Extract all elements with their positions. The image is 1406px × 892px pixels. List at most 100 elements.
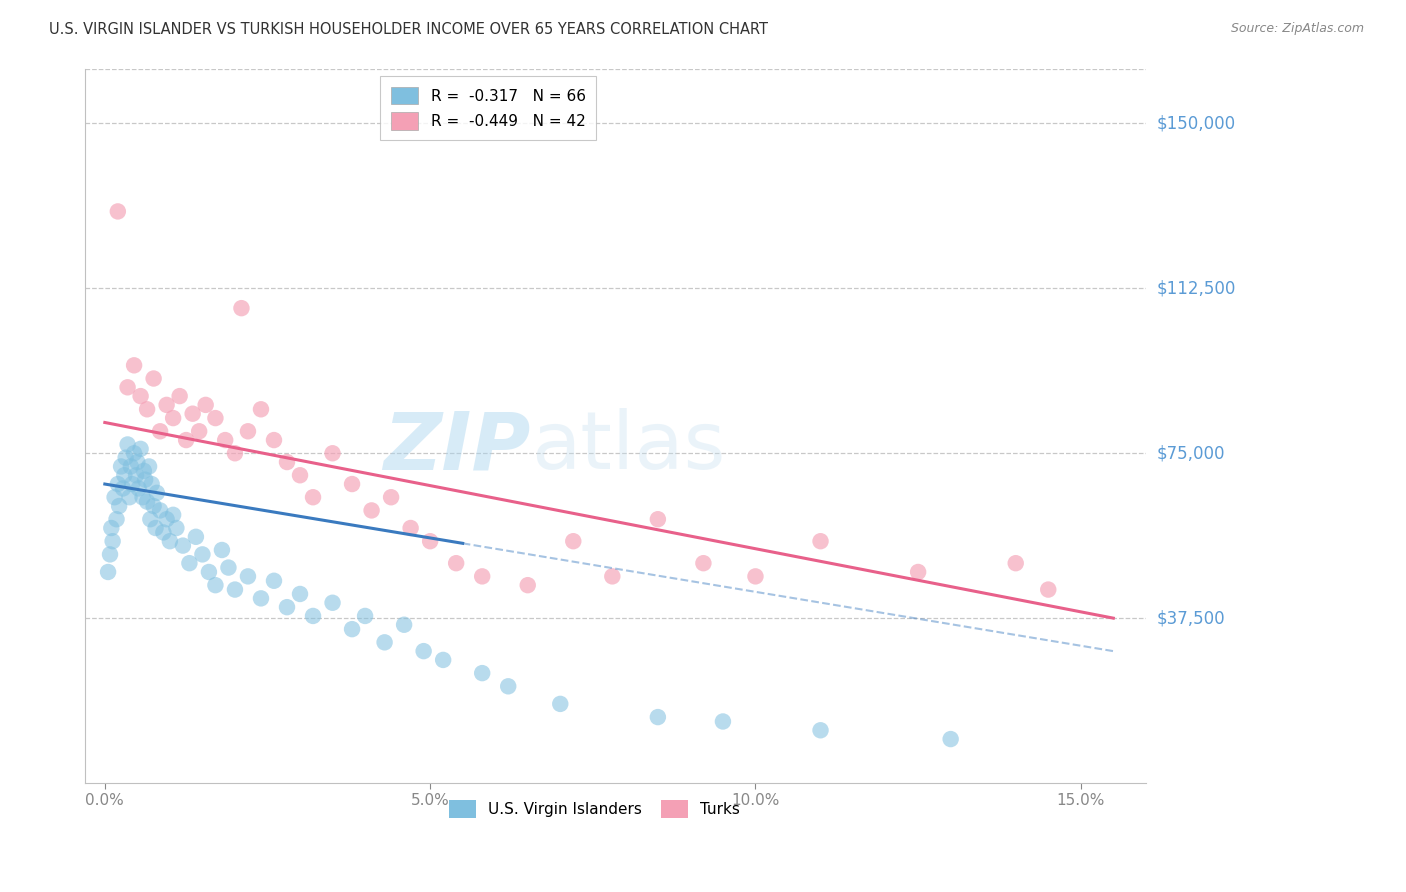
Point [172, 539, 194, 553]
Point [907, 565, 929, 579]
Point [165, 521, 187, 535]
Legend: U.S. Virgin Islanders, Turks: U.S. Virgin Islanders, Turks [441, 792, 748, 825]
Point [129, 389, 152, 403]
Point [236, 569, 259, 583]
Point [471, 569, 494, 583]
Point [107, 204, 129, 219]
Point [132, 464, 155, 478]
Text: ZIP: ZIP [384, 409, 530, 486]
Point [98, 548, 121, 562]
Text: $75,000: $75,000 [1157, 444, 1226, 462]
Point [142, 499, 165, 513]
Point [288, 587, 311, 601]
Point [939, 732, 962, 747]
Point [121, 477, 143, 491]
Point [100, 521, 122, 535]
Point [602, 569, 624, 583]
Point [105, 512, 128, 526]
Point [374, 635, 396, 649]
Point [184, 530, 207, 544]
Point [112, 482, 135, 496]
Point [188, 424, 211, 438]
Point [647, 710, 669, 724]
Text: atlas: atlas [530, 409, 725, 486]
Point [562, 534, 585, 549]
Point [174, 433, 197, 447]
Point [340, 477, 363, 491]
Text: $112,500: $112,500 [1157, 279, 1236, 297]
Point [112, 468, 135, 483]
Point [647, 512, 669, 526]
Point [97, 565, 120, 579]
Point [129, 442, 152, 456]
Point [122, 359, 145, 373]
Point [117, 437, 139, 451]
Point [322, 596, 344, 610]
Point [302, 490, 325, 504]
Point [548, 697, 571, 711]
Point [136, 494, 159, 508]
Point [340, 622, 363, 636]
Point [810, 723, 832, 738]
Point [118, 490, 141, 504]
Point [114, 450, 136, 465]
Point [101, 534, 124, 549]
Point [107, 477, 129, 491]
Point [122, 446, 145, 460]
Point [322, 446, 344, 460]
Point [156, 398, 179, 412]
Point [110, 459, 132, 474]
Point [432, 653, 454, 667]
Point [127, 455, 149, 469]
Point [214, 433, 236, 447]
Point [194, 398, 217, 412]
Point [224, 446, 246, 460]
Point [139, 512, 162, 526]
Point [744, 569, 766, 583]
Point [250, 402, 273, 417]
Point [236, 424, 259, 438]
Point [138, 459, 160, 474]
Point [380, 490, 402, 504]
Text: $150,000: $150,000 [1157, 114, 1236, 133]
Point [117, 380, 139, 394]
Point [128, 482, 150, 496]
Point [162, 411, 184, 425]
Point [136, 402, 159, 417]
Point [204, 411, 226, 425]
Point [198, 565, 221, 579]
Point [191, 548, 214, 562]
Point [516, 578, 538, 592]
Point [159, 534, 181, 549]
Text: U.S. VIRGIN ISLANDER VS TURKISH HOUSEHOLDER INCOME OVER 65 YEARS CORRELATION CHA: U.S. VIRGIN ISLANDER VS TURKISH HOUSEHOL… [49, 22, 768, 37]
Point [149, 503, 172, 517]
Point [419, 534, 441, 549]
Point [169, 389, 191, 403]
Point [1038, 582, 1060, 597]
Point [692, 556, 714, 570]
Point [103, 490, 125, 504]
Point [412, 644, 434, 658]
Point [302, 609, 325, 624]
Point [496, 679, 519, 693]
Point [204, 578, 226, 592]
Point [810, 534, 832, 549]
Point [217, 560, 239, 574]
Point [263, 574, 285, 588]
Point [120, 459, 142, 474]
Point [263, 433, 285, 447]
Point [250, 591, 273, 606]
Point [471, 666, 494, 681]
Point [108, 499, 131, 513]
Point [231, 301, 253, 315]
Point [360, 503, 382, 517]
Text: $37,500: $37,500 [1157, 609, 1226, 627]
Point [399, 521, 422, 535]
Point [276, 455, 298, 469]
Point [711, 714, 734, 729]
Point [392, 617, 415, 632]
Point [179, 556, 201, 570]
Point [125, 468, 148, 483]
Point [142, 371, 165, 385]
Point [145, 521, 167, 535]
